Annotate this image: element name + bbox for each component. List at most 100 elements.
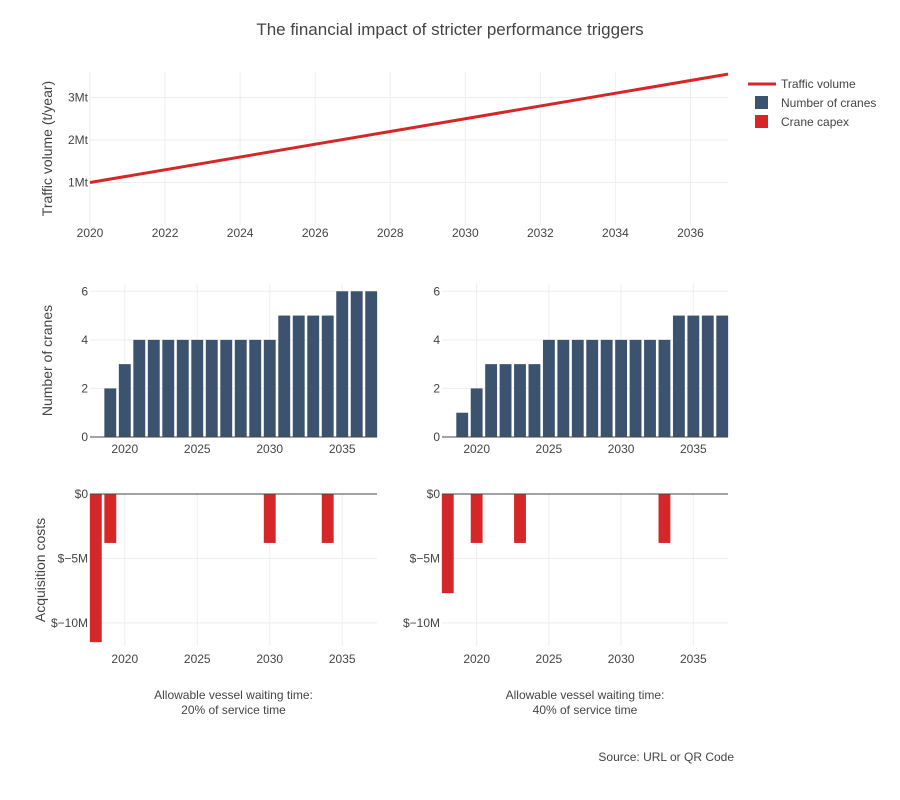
panel-caption: Allowable vessel waiting time: (506, 688, 665, 702)
crane-bar (499, 364, 512, 437)
y-tick-label: $−5M (410, 551, 440, 565)
legend-cranes-label: Number of cranes (781, 96, 876, 110)
crane-bar (615, 339, 628, 437)
y-tick-label: 3Mt (68, 91, 89, 105)
legend-cranes-swatch (755, 96, 768, 109)
x-tick-label: 2034 (602, 226, 629, 240)
crane-bar (687, 315, 700, 437)
crane-bar (701, 315, 714, 437)
capex-bar (263, 494, 276, 543)
crane-bar (278, 315, 291, 437)
crane-bar (658, 339, 671, 437)
x-tick-label: 2028 (377, 226, 404, 240)
x-tick-label: 2020 (111, 442, 138, 456)
traffic-volume-line (89, 72, 729, 184)
crane-bar (292, 315, 305, 437)
y-tick-label: $−5M (58, 551, 88, 565)
crane-bar (176, 339, 189, 437)
crane-bar (514, 364, 526, 437)
crane-bar (528, 364, 541, 437)
y-tick-label: 2Mt (68, 133, 89, 147)
y-tick-label: $0 (75, 487, 89, 501)
crane-bar (557, 339, 570, 437)
crane-bar (672, 315, 685, 437)
crane-bar (485, 364, 498, 437)
crane-bar (600, 339, 613, 437)
x-tick-label: 2025 (184, 442, 211, 456)
x-tick-label: 2032 (527, 226, 554, 240)
y-tick-label: 4 (433, 333, 440, 347)
crane-bar (220, 339, 233, 437)
crane-bar (263, 339, 276, 437)
crane-bar (162, 339, 175, 437)
panels: 2020 2022 2024 2026 2028 2030 2032 2034 20361Mt2… (32, 72, 729, 717)
crane-bar (104, 388, 117, 437)
legend-traffic-label: Traffic volume (781, 77, 856, 91)
x-tick-label: 2035 (329, 652, 356, 666)
crane-bar (249, 339, 262, 437)
capex-bar (658, 494, 671, 543)
crane-bar (470, 388, 483, 437)
y-tick-label: 1Mt (68, 176, 89, 190)
source-note: Source: URL or QR Code (598, 750, 734, 764)
y-tick-label: 2 (81, 381, 88, 395)
crane-bar (133, 339, 146, 437)
x-tick-label: 2035 (680, 442, 707, 456)
panel-caption: 40% of service time (533, 703, 638, 717)
y-tick-label: 6 (81, 284, 88, 298)
crane-bar (629, 339, 642, 437)
crane-bar (118, 364, 131, 437)
y-tick-label: 0 (433, 430, 440, 444)
crane-bar (586, 339, 599, 437)
panel-traffic: 2020 2022 2024 2026 2028 2030 2032 2034 2036 1Mt 2… (39, 72, 729, 240)
y-tick-label: $−10M (403, 616, 440, 630)
x-tick-label: 2030 (452, 226, 479, 240)
crane-bar (234, 339, 247, 437)
panel-cranes-20: 2020 2025 2030 2035 0 2 4 6 Number of cranes (39, 284, 378, 456)
x-tick-label: 2026 (302, 226, 329, 240)
x-tick-label: 2035 (329, 442, 356, 456)
legend: Traffic volume Number of cranes Crane cape… (748, 77, 876, 129)
x-tick-label: 2030 (608, 652, 635, 666)
capex-bar (441, 494, 454, 594)
capex-bar (104, 494, 117, 543)
y-tick-label: 2 (433, 381, 440, 395)
crane-bar (644, 339, 656, 437)
x-tick-label: 2020 (463, 442, 490, 456)
x-tick-label: 2020 (77, 226, 104, 240)
x-tick-label: 2035 (680, 652, 707, 666)
y-tick-label: 0 (81, 430, 88, 444)
x-tick-label: 2030 (256, 442, 283, 456)
crane-bar (571, 339, 584, 437)
chart-title: The financial impact of stricter perform… (256, 20, 643, 39)
panel-caption: 20% of service time (181, 703, 286, 717)
x-tick-label: 2024 (227, 226, 254, 240)
crane-bar (716, 315, 729, 437)
y-tick-label: 6 (433, 284, 440, 298)
x-tick-label: 2030 (256, 652, 283, 666)
x-tick-label: 2025 (184, 652, 211, 666)
crane-bar (147, 339, 160, 437)
capex-bar (514, 494, 526, 543)
x-tick-label: 2025 (536, 652, 563, 666)
capex-bar (89, 494, 102, 643)
crane-bar (365, 291, 378, 437)
panel-cranes-40: 2020 2025 2030 2035 0 2 4 6 (433, 284, 729, 456)
panel-caption: Allowable vessel waiting time: (154, 688, 313, 702)
crane-bar (307, 315, 320, 437)
crane-bar (321, 315, 334, 437)
legend-capex-label: Crane capex (781, 115, 849, 129)
panel-capex-40: 2020 2025 2030 2035 $0 $−5M $−10M Allowable ves… (403, 487, 728, 717)
y-tick-label: 4 (81, 333, 88, 347)
crane-bar (542, 339, 555, 437)
crane-bar (456, 412, 469, 437)
capex-bar (321, 494, 334, 543)
crane-bar (205, 339, 218, 437)
x-tick-label: 2022 (152, 226, 179, 240)
crane-bar (350, 291, 363, 437)
capex-bar (470, 494, 483, 543)
y-axis-title: Number of cranes (39, 305, 55, 416)
legend-capex-swatch (755, 115, 768, 128)
